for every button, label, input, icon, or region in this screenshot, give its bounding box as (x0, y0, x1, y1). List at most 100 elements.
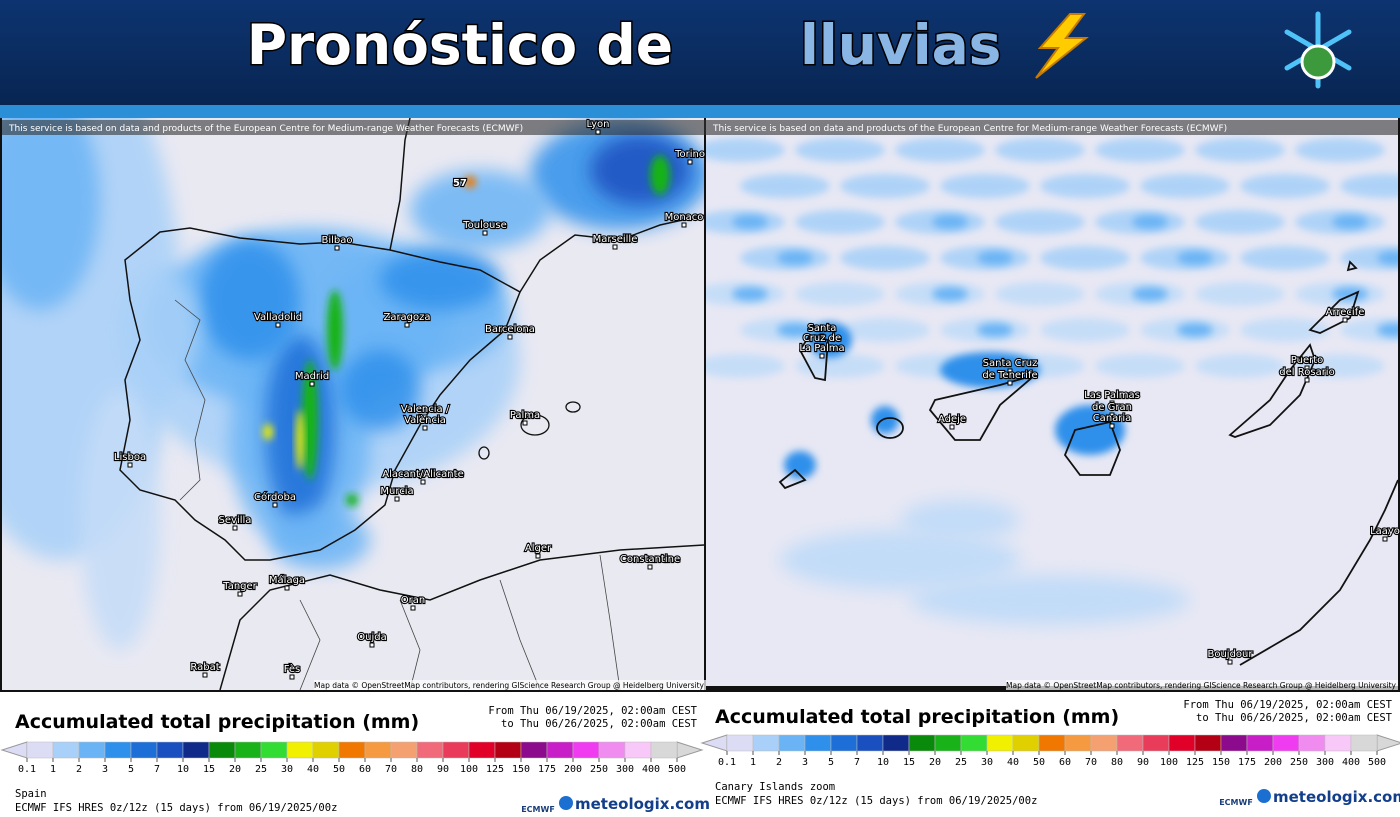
legend-swatch (156, 741, 184, 759)
rain-core (1132, 215, 1168, 229)
peak-label: 57 (453, 178, 467, 189)
place-label: de Gran (1092, 402, 1132, 413)
rain-area (900, 500, 1020, 540)
legend-tick-label: 20 (929, 757, 941, 768)
legend-swatch (494, 741, 522, 759)
rain-core (1177, 323, 1213, 337)
rain-band (740, 174, 830, 198)
rain-core (808, 322, 852, 358)
legend-tick-label: 175 (538, 764, 556, 775)
legend-swatch (416, 741, 444, 759)
legend-swatch (1116, 734, 1144, 752)
place-label: Torino (674, 149, 705, 160)
place-label: Valladolid (254, 312, 302, 323)
title: Pronóstico de (247, 13, 673, 77)
place-label: Madrid (295, 371, 329, 382)
place-dot (482, 230, 488, 236)
place-dot (1007, 368, 1013, 374)
legend-swatch (960, 734, 988, 752)
place-label: Palma (510, 410, 540, 421)
place-dot (369, 642, 375, 648)
rain-band (1040, 246, 1130, 270)
legend-tick-label: 100 (460, 764, 478, 775)
rain-band (1095, 138, 1185, 162)
place-dot (202, 672, 208, 678)
legend-swatch (598, 741, 626, 759)
lightning-icon (1035, 13, 1089, 79)
rain-core (777, 251, 813, 265)
title-highlight: lluvias (800, 13, 1001, 77)
legend-tick-label: 20 (229, 764, 241, 775)
rain-band (795, 210, 885, 234)
place-dot (507, 334, 513, 340)
place-label: Las Palmas (1084, 390, 1140, 401)
legend-tick-label: 5 (828, 757, 834, 768)
place-label: Cruz de (803, 333, 841, 344)
legend-tick-label: 7 (854, 757, 860, 768)
rain-band (1040, 174, 1130, 198)
place-dot (1109, 423, 1115, 429)
legend-swatch (1194, 734, 1222, 752)
rain-band (1240, 174, 1330, 198)
rain-area (590, 135, 690, 205)
legend-swatch (520, 741, 548, 759)
legend-swatch (260, 741, 288, 759)
legend-swatch (1298, 734, 1326, 752)
place-label: Puerto (1291, 355, 1324, 366)
legend-swatch (752, 734, 780, 752)
model-info: ECMWF IFS HRES 0z/12z (15 days) from 06/… (715, 795, 1037, 807)
site-logo-icon (1257, 789, 1271, 803)
place-dot (949, 424, 955, 430)
place-label: Córdoba (254, 491, 296, 503)
legend-swatch (650, 741, 678, 759)
border (174, 299, 621, 690)
island (565, 401, 581, 413)
legend-tick-label: 0.1 (18, 764, 36, 775)
legend-swatch (104, 741, 132, 759)
rain-band (995, 138, 1085, 162)
site-logo-icon (559, 796, 573, 810)
rain-core (1377, 251, 1398, 265)
rain-area (340, 350, 420, 430)
place-label: Sevilla (219, 515, 252, 526)
place-label: La Palma (799, 343, 844, 354)
legend-swatch (286, 741, 314, 759)
place-label: València (404, 414, 446, 426)
legend-swatch (468, 741, 496, 759)
place-label: Boujdour (1207, 649, 1253, 660)
place-dot (819, 343, 825, 349)
legend-tick-label: 100 (1160, 757, 1178, 768)
site-logo: meteologix.com (575, 795, 710, 813)
legend-tick-label: 80 (1111, 757, 1123, 768)
attribution: Map data © OpenStreetMap contributors, r… (1006, 681, 1397, 690)
legend-swatch (1272, 734, 1300, 752)
notice: This service is based on data and produc… (8, 124, 523, 134)
place-label: Canaria (1093, 413, 1132, 424)
legend-title: Accumulated total precipitation (mm) (715, 706, 1119, 728)
legend-tick-label: 2 (776, 757, 782, 768)
rain-band (1240, 318, 1330, 342)
legend-swatch (856, 734, 884, 752)
legend-swatch (1064, 734, 1092, 752)
legend-tick-label: 80 (411, 764, 423, 775)
rain-area (270, 510, 370, 570)
rain-band (840, 318, 930, 342)
place-label: Tanger (222, 581, 257, 592)
legend-tick-label: 10 (177, 764, 189, 775)
place-label: Lyon (586, 119, 609, 130)
place-label: Málaga (269, 574, 305, 586)
legend-tick-label: 1 (750, 757, 756, 768)
legend-swatch (546, 741, 574, 759)
legend-tick-label: 70 (1085, 757, 1097, 768)
rain-core (977, 251, 1013, 265)
place-label: Rabat (190, 662, 219, 673)
rain-band (1195, 282, 1285, 306)
place-dot (237, 591, 243, 597)
legend-tick-label: 0.1 (718, 757, 736, 768)
rain-core (327, 290, 343, 370)
legend-swatch (442, 741, 470, 759)
rain-band (840, 174, 930, 198)
island (778, 468, 807, 490)
legend-swatch (1012, 734, 1040, 752)
region: Canary Islands zoom (715, 781, 835, 793)
